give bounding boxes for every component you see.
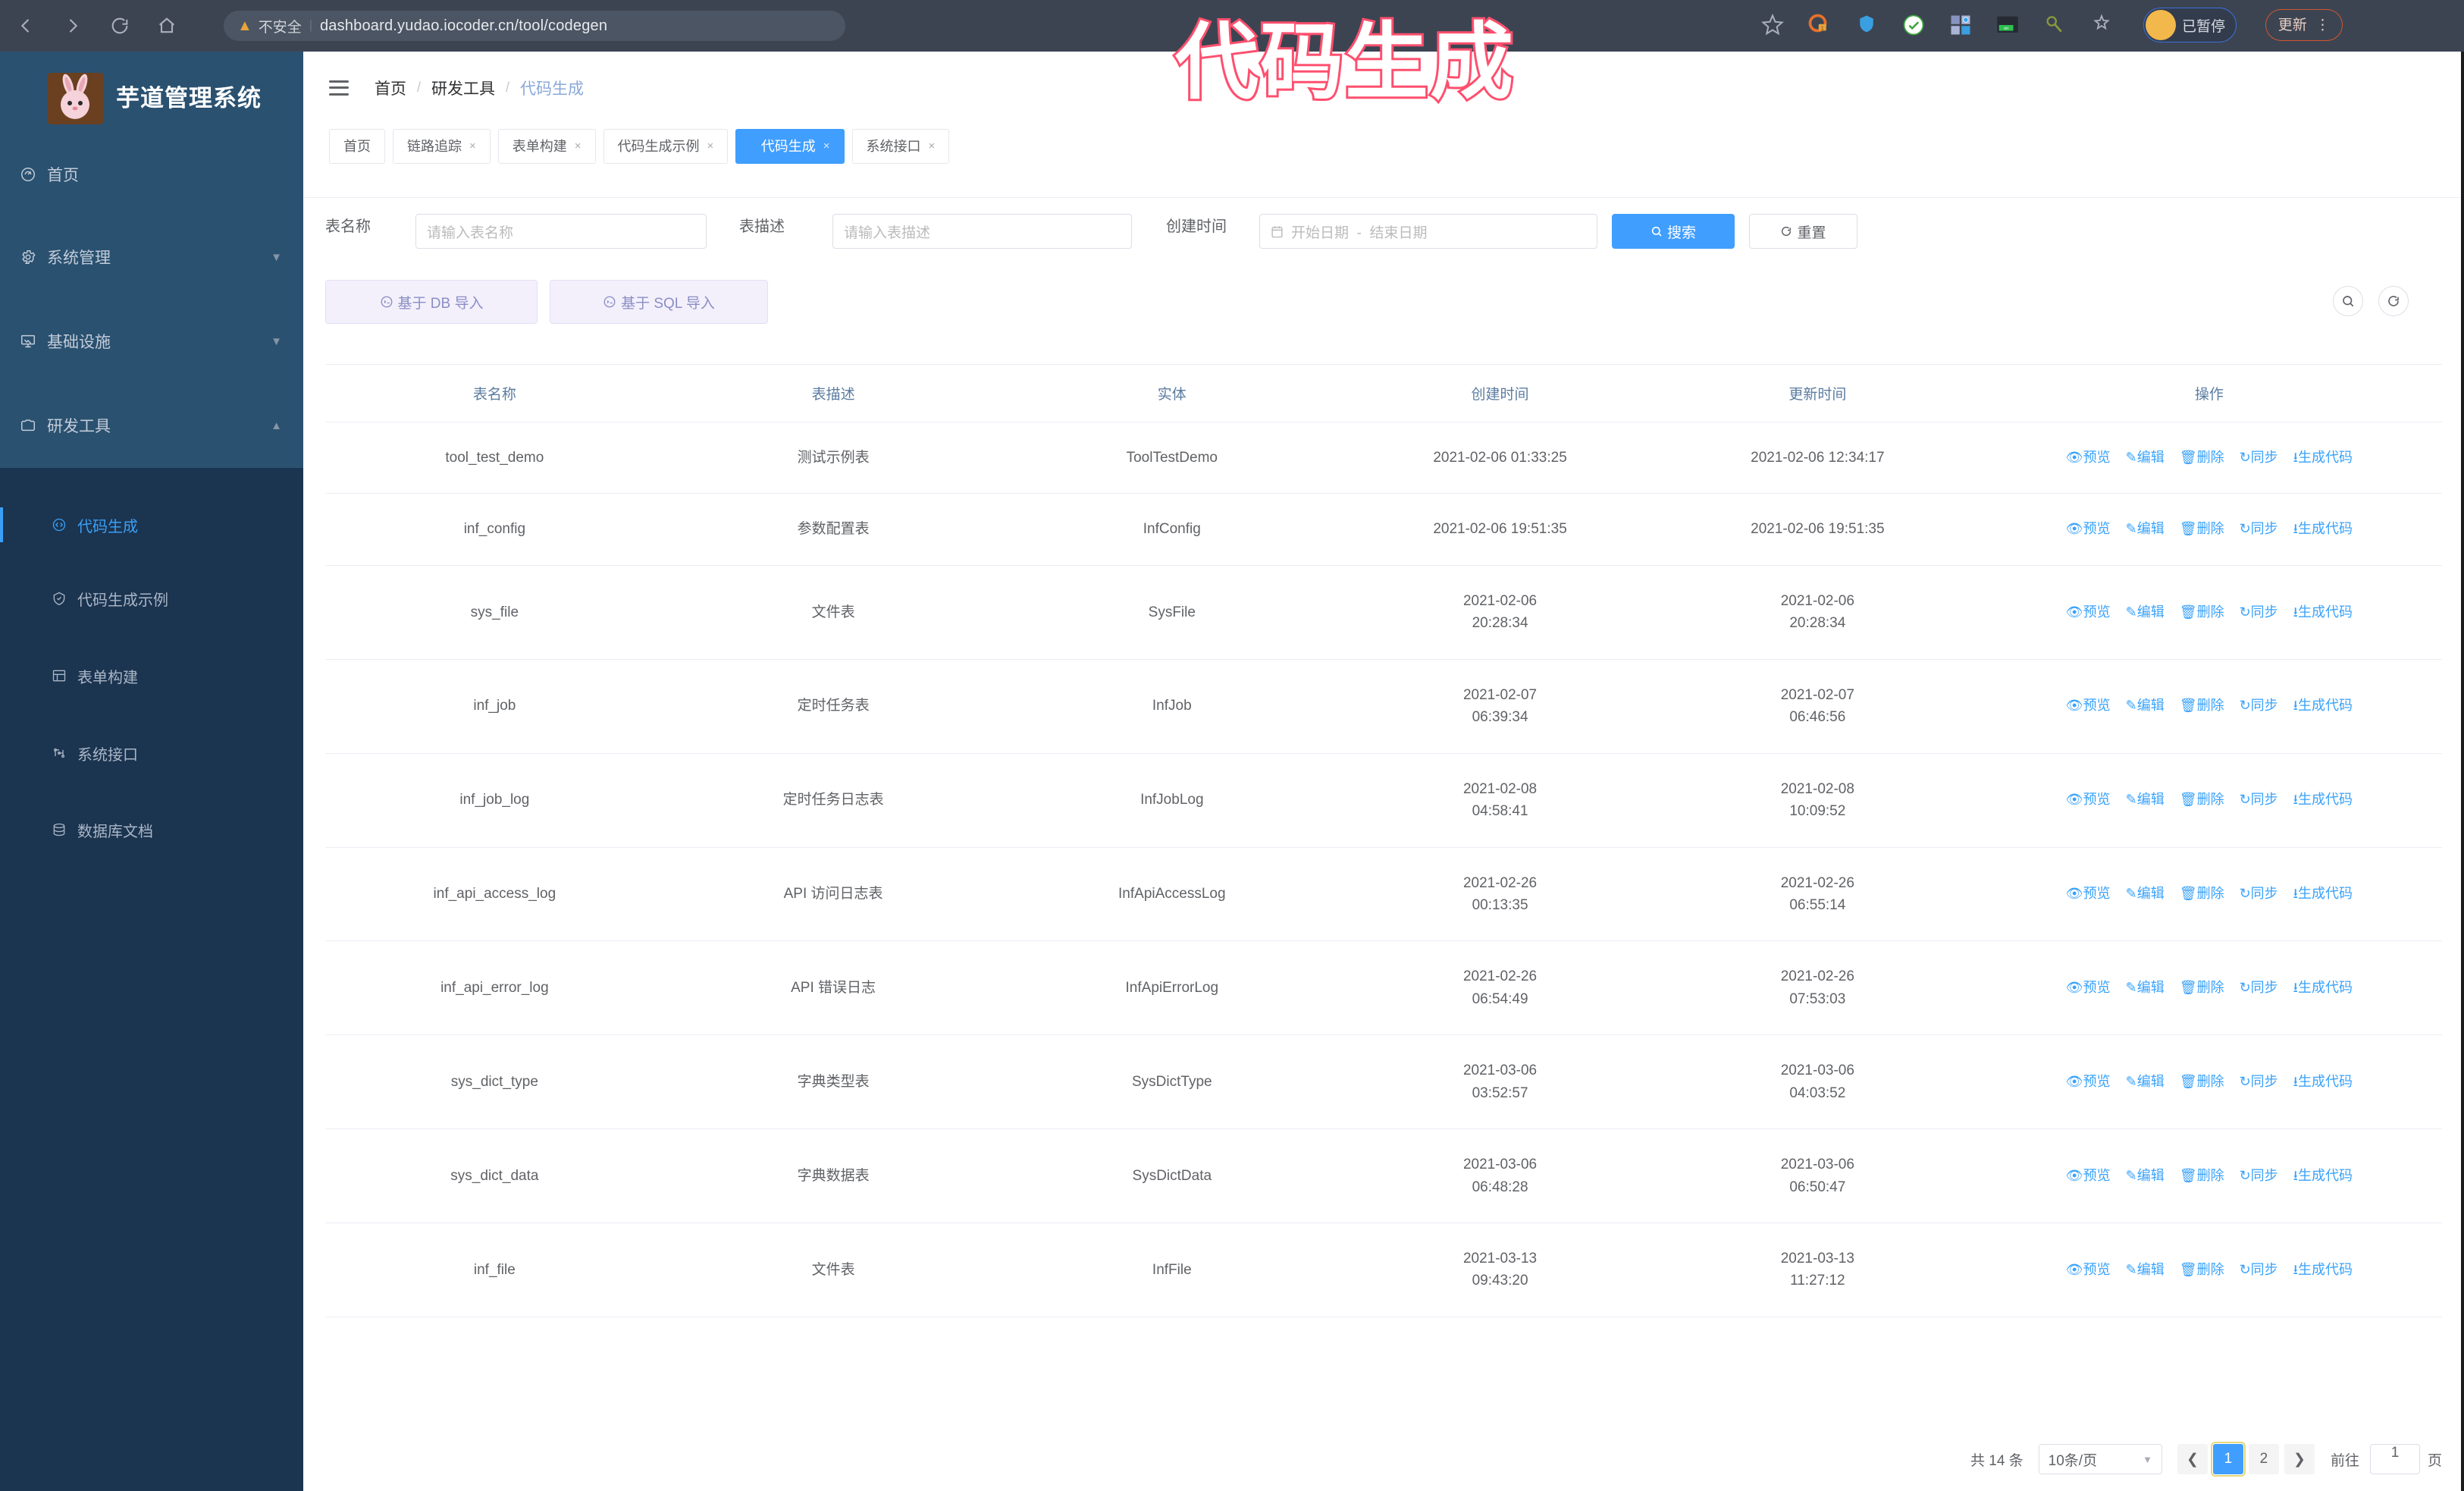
svg-text:on: on xyxy=(2004,27,2008,31)
svg-text:1: 1 xyxy=(1821,24,1824,31)
